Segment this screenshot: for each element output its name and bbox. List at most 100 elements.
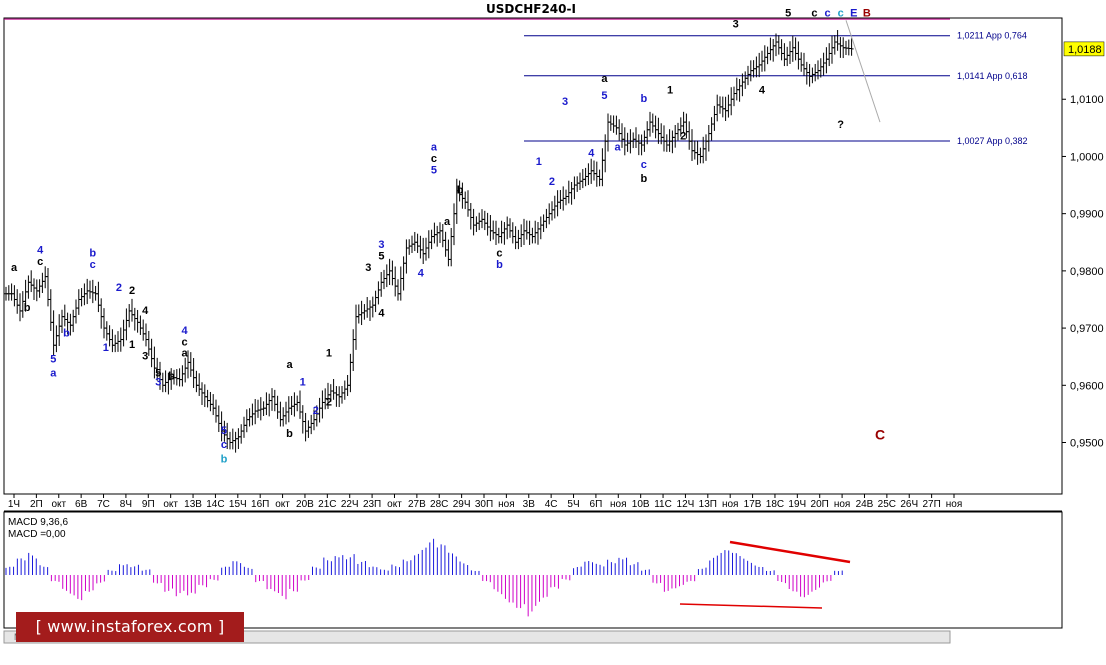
x-tick-label: 2П: [30, 499, 43, 510]
x-tick-label: окт: [387, 499, 402, 510]
wave-label: a: [182, 348, 189, 360]
wave-label: 3: [365, 262, 371, 274]
x-tick-label: 16П: [251, 499, 269, 510]
wave-label: 2: [549, 176, 555, 188]
x-tick-label: 25С: [878, 499, 896, 510]
wave-label: a: [50, 368, 57, 380]
wave-label: 2: [313, 405, 319, 417]
wave-label: c: [824, 7, 830, 19]
x-tick-label: 9П: [142, 499, 155, 510]
x-tick-label: 19Ч: [788, 499, 806, 510]
wave-label: 5: [601, 90, 607, 102]
macd-value-label: MACD =0,00: [8, 529, 66, 540]
wave-label: b: [640, 173, 647, 185]
instaforex-logo[interactable]: [ www.instaforex.com ]: [16, 612, 244, 642]
wave-label: b: [640, 93, 647, 105]
wave-label: b: [24, 302, 31, 314]
wave-label: b: [496, 259, 503, 271]
x-tick-label: ноя: [722, 499, 739, 510]
x-tick-label: ноя: [834, 499, 851, 510]
fib-level-label: 1,0211 App 0,764: [957, 31, 1027, 41]
x-tick-label: 28С: [430, 499, 448, 510]
wave-label: b: [63, 328, 70, 340]
wave-label: 4: [588, 147, 595, 159]
x-tick-label: 24В: [856, 499, 874, 510]
x-tick-label: окт: [51, 499, 66, 510]
projection-line: [845, 20, 881, 123]
wave-label: a: [431, 142, 438, 154]
wave-label: c: [37, 256, 43, 268]
wave-label: b: [89, 248, 96, 260]
wave-label: 5: [155, 368, 161, 380]
y-tick-label: 0,9500: [1070, 438, 1104, 450]
x-tick-label: 20П: [811, 499, 829, 510]
x-tick-label: 6В: [75, 499, 88, 510]
wave-label: 3: [733, 19, 739, 31]
x-tick-label: 27В: [408, 499, 426, 510]
wave-label: 1: [326, 348, 332, 360]
divergence-line-bottom: [679, 603, 823, 609]
wave-label: 1: [300, 376, 306, 388]
wave-label: 5: [50, 353, 56, 365]
x-tick-label: 15Ч: [229, 499, 247, 510]
y-tick-label: 0,9700: [1070, 323, 1104, 335]
x-tick-label: 26Ч: [900, 499, 918, 510]
x-tick-label: 14С: [206, 499, 224, 510]
x-tick-label: окт: [163, 499, 178, 510]
wave-label: c: [811, 7, 817, 19]
x-tick-label: 6П: [590, 499, 603, 510]
wave-label: b: [221, 454, 228, 466]
wave-label: c: [431, 153, 437, 165]
x-tick-label: 12Ч: [677, 499, 695, 510]
wave-label: 4: [182, 325, 189, 337]
x-tick-label: 17В: [744, 499, 762, 510]
x-tick-label: ноя: [610, 499, 627, 510]
x-tick-label: ноя: [946, 499, 963, 510]
x-tick-label: 10В: [632, 499, 650, 510]
macd-panel-frame: [3, 511, 1063, 629]
fib-level-label: 1,0027 App 0,382: [957, 136, 1028, 146]
x-tick-label: 20В: [296, 499, 314, 510]
x-tick-label: ноя: [498, 499, 515, 510]
x-tick-label: 5Ч: [567, 499, 579, 510]
x-tick-label: 23П: [363, 499, 381, 510]
x-tick-label: 30П: [475, 499, 493, 510]
wave-label: b: [286, 428, 293, 440]
x-tick-label: 11С: [654, 499, 672, 510]
wave-label: 1: [667, 85, 673, 97]
wave-label: c: [496, 248, 502, 260]
x-tick-label: 4С: [545, 499, 558, 510]
x-tick-label: 13П: [699, 499, 717, 510]
macd-params-label: MACD 9,36,6: [8, 517, 68, 528]
wave-label: c: [221, 439, 227, 451]
wave-label: 3: [562, 96, 568, 108]
wave-label: c: [838, 7, 844, 19]
wave-label: 5: [785, 7, 791, 19]
price-panel-frame: [3, 17, 1063, 495]
wave-label: 3: [142, 351, 148, 363]
y-tick-label: 1,0100: [1070, 94, 1104, 106]
x-tick-label: 7С: [97, 499, 110, 510]
wave-label: 1: [103, 342, 109, 354]
x-tick-label: 29Ч: [453, 499, 471, 510]
wave-label: C: [875, 427, 885, 443]
wave-label: 2: [680, 130, 686, 142]
wave-label: b: [168, 371, 175, 383]
wave-label: 1: [536, 156, 542, 168]
fib-level-label: 1,0141 App 0,618: [957, 71, 1028, 81]
y-tick-label: 0,9800: [1070, 266, 1104, 278]
wave-label: 4: [759, 85, 766, 97]
x-tick-label: 27П: [922, 499, 940, 510]
wave-label: a: [601, 73, 608, 85]
wave-label: c: [182, 336, 188, 348]
x-tick-label: 8Ч: [120, 499, 132, 510]
current-price-box: [1063, 41, 1105, 57]
wave-label: 3: [155, 376, 161, 388]
divergence-line-top: [729, 540, 851, 564]
wave-label: c: [90, 259, 96, 271]
wave-label: a: [286, 359, 293, 371]
wave-label: 5: [221, 425, 227, 437]
y-tick-label: 1,0000: [1070, 151, 1104, 163]
